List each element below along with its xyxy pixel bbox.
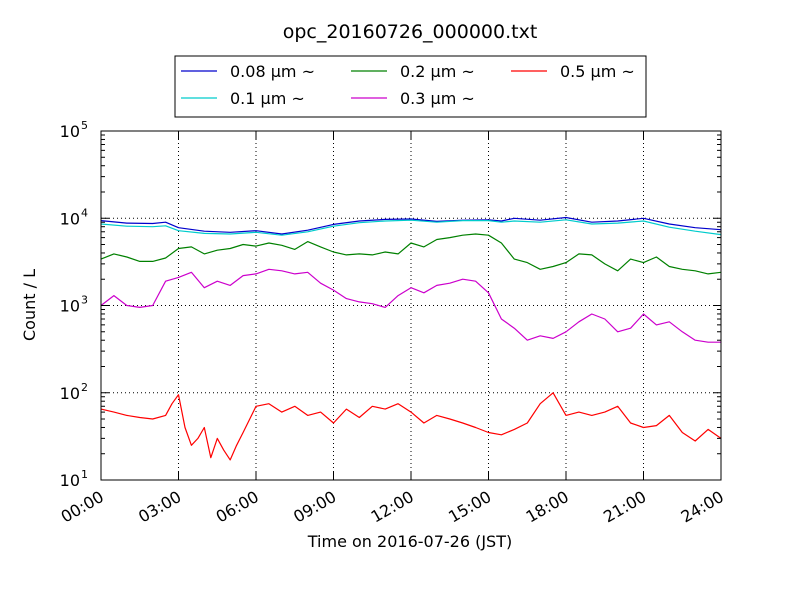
x-tick-label: 03:00	[135, 487, 184, 527]
legend-box	[174, 55, 647, 118]
legend-label-3: 0.3 μm ~	[400, 89, 475, 108]
y-tick-exponent: 1	[81, 468, 88, 481]
series-line-2	[100, 233, 722, 275]
chart-title: opc_20160726_000000.txt	[283, 21, 538, 43]
grid	[100, 131, 722, 480]
series-line-0	[100, 216, 722, 235]
x-tick-label: 00:00	[58, 487, 107, 527]
y-tick-exponent: 4	[81, 206, 88, 219]
ticks	[100, 130, 722, 481]
x-tick-label: 18:00	[523, 487, 572, 527]
y-tick-label: 10	[60, 209, 80, 228]
y-tick-exponent: 5	[81, 119, 88, 132]
series-line-3	[100, 268, 721, 343]
x-tick-label: 15:00	[445, 487, 494, 527]
x-tick-label: 09:00	[290, 487, 339, 527]
series-line-4	[100, 392, 722, 461]
x-tick-labels: 00:00 03:00 06:00 09:00 12:00 15:00 18:00 21:00…	[58, 487, 727, 527]
y-tick-label: 10	[60, 384, 80, 403]
x-tick-label: 06:00	[213, 487, 262, 527]
series-line-1	[100, 219, 722, 236]
legend-label-0: 0.08 μm ~	[230, 62, 315, 81]
y-tick-label: 10	[60, 471, 80, 490]
legend-label-1: 0.1 μm ~	[230, 89, 305, 108]
y-axis-label: Count / L	[20, 269, 39, 341]
y-tick-exponent: 2	[81, 381, 88, 394]
legend-label-4: 0.5 μm ~	[560, 62, 635, 81]
y-tick-label: 10	[60, 297, 80, 316]
series-layer	[100, 216, 722, 461]
x-tick-label: 24:00	[678, 487, 727, 527]
legend-label-2: 0.2 μm ~	[400, 62, 475, 81]
x-axis-label: Time on 2016-07-26 (JST)	[307, 532, 512, 551]
x-tick-label: 12:00	[368, 487, 417, 527]
legend: 0.08 μm ~ 0.1 μm ~ 0.2 μm ~ 0.3 μm ~ 0.5 μm …	[174, 55, 647, 118]
y-tick-exponent: 3	[81, 294, 88, 307]
y-tick-label: 10	[60, 122, 80, 141]
x-tick-label: 21:00	[600, 487, 649, 527]
